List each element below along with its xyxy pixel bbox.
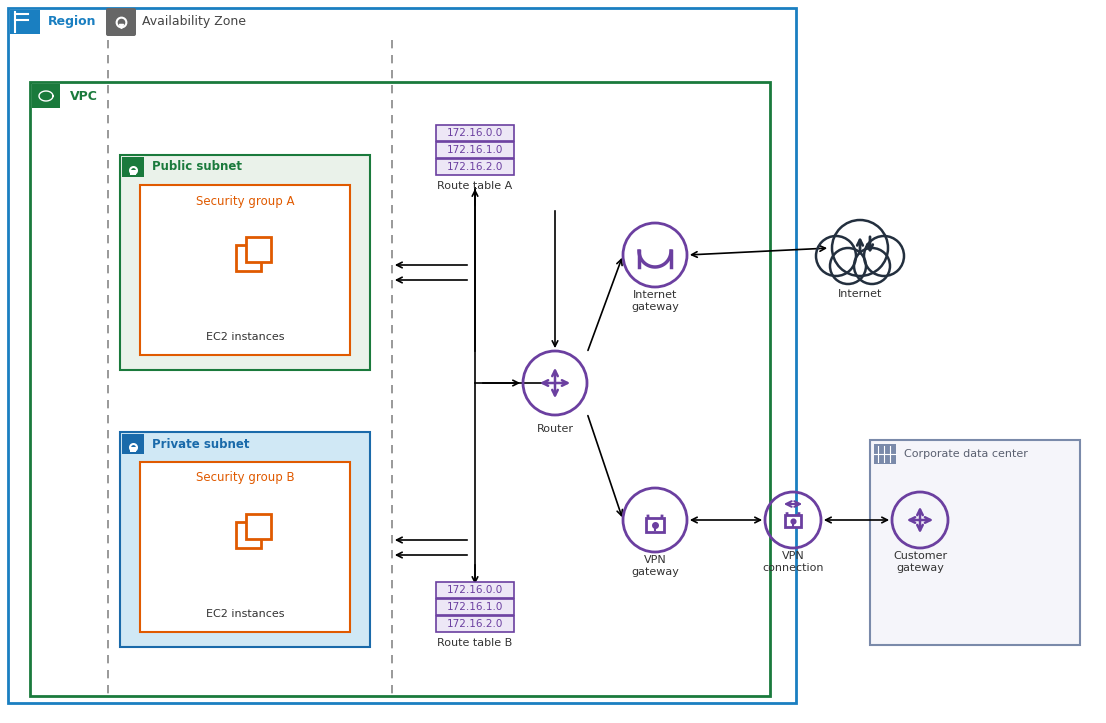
Text: Availability Zone: Availability Zone	[142, 15, 246, 28]
Text: Region: Region	[48, 15, 96, 28]
Text: 172.16.1.0: 172.16.1.0	[447, 602, 503, 612]
Text: 172.16.0.0: 172.16.0.0	[447, 128, 503, 138]
Circle shape	[864, 236, 904, 276]
Text: Internet
gateway: Internet gateway	[632, 290, 679, 312]
Bar	[119, 432, 371, 647]
Circle shape	[854, 248, 890, 284]
Text: Customer
gateway: Customer gateway	[893, 551, 947, 573]
Text: VPN
connection: VPN connection	[762, 551, 824, 573]
Bar	[119, 155, 371, 370]
Text: VPN
gateway: VPN gateway	[632, 555, 679, 577]
Text: Corporate data center: Corporate data center	[904, 449, 1027, 459]
Bar	[8, 8, 796, 703]
Bar	[140, 185, 349, 355]
Text: Security group B: Security group B	[196, 471, 294, 484]
Bar	[785, 515, 801, 527]
Bar	[436, 159, 514, 175]
Text: Route table B: Route table B	[437, 638, 512, 648]
Text: EC2 instances: EC2 instances	[206, 609, 284, 619]
Bar	[246, 237, 271, 262]
Text: Route table A: Route table A	[437, 181, 512, 191]
Bar	[646, 518, 664, 532]
Circle shape	[832, 220, 888, 276]
Bar	[10, 10, 40, 34]
Bar	[32, 84, 60, 108]
Text: Public subnet: Public subnet	[152, 161, 242, 174]
Text: VPC: VPC	[70, 90, 97, 103]
Bar	[436, 142, 514, 158]
Text: Security group A: Security group A	[196, 194, 294, 208]
Bar	[30, 82, 770, 696]
Bar	[436, 582, 514, 598]
Bar	[131, 170, 136, 175]
Bar	[246, 514, 271, 539]
Bar	[874, 444, 896, 464]
Circle shape	[816, 236, 856, 276]
Text: EC2 instances: EC2 instances	[206, 332, 284, 342]
Text: Private subnet: Private subnet	[152, 437, 250, 450]
Bar	[236, 245, 261, 270]
Text: 172.16.2.0: 172.16.2.0	[447, 619, 503, 629]
Bar	[122, 157, 144, 177]
Text: 172.16.2.0: 172.16.2.0	[447, 162, 503, 172]
Bar	[131, 447, 136, 452]
Bar	[870, 440, 1079, 645]
Bar	[122, 434, 144, 454]
Text: 172.16.0.0: 172.16.0.0	[447, 585, 503, 595]
Text: 172.16.1.0: 172.16.1.0	[447, 145, 503, 155]
Circle shape	[830, 248, 866, 284]
Bar	[436, 616, 514, 632]
Text: Router: Router	[536, 424, 574, 434]
Bar	[140, 462, 349, 632]
Text: Internet: Internet	[838, 289, 883, 299]
FancyBboxPatch shape	[106, 8, 136, 36]
Bar	[436, 125, 514, 141]
Bar	[236, 523, 261, 547]
Bar	[436, 599, 514, 615]
